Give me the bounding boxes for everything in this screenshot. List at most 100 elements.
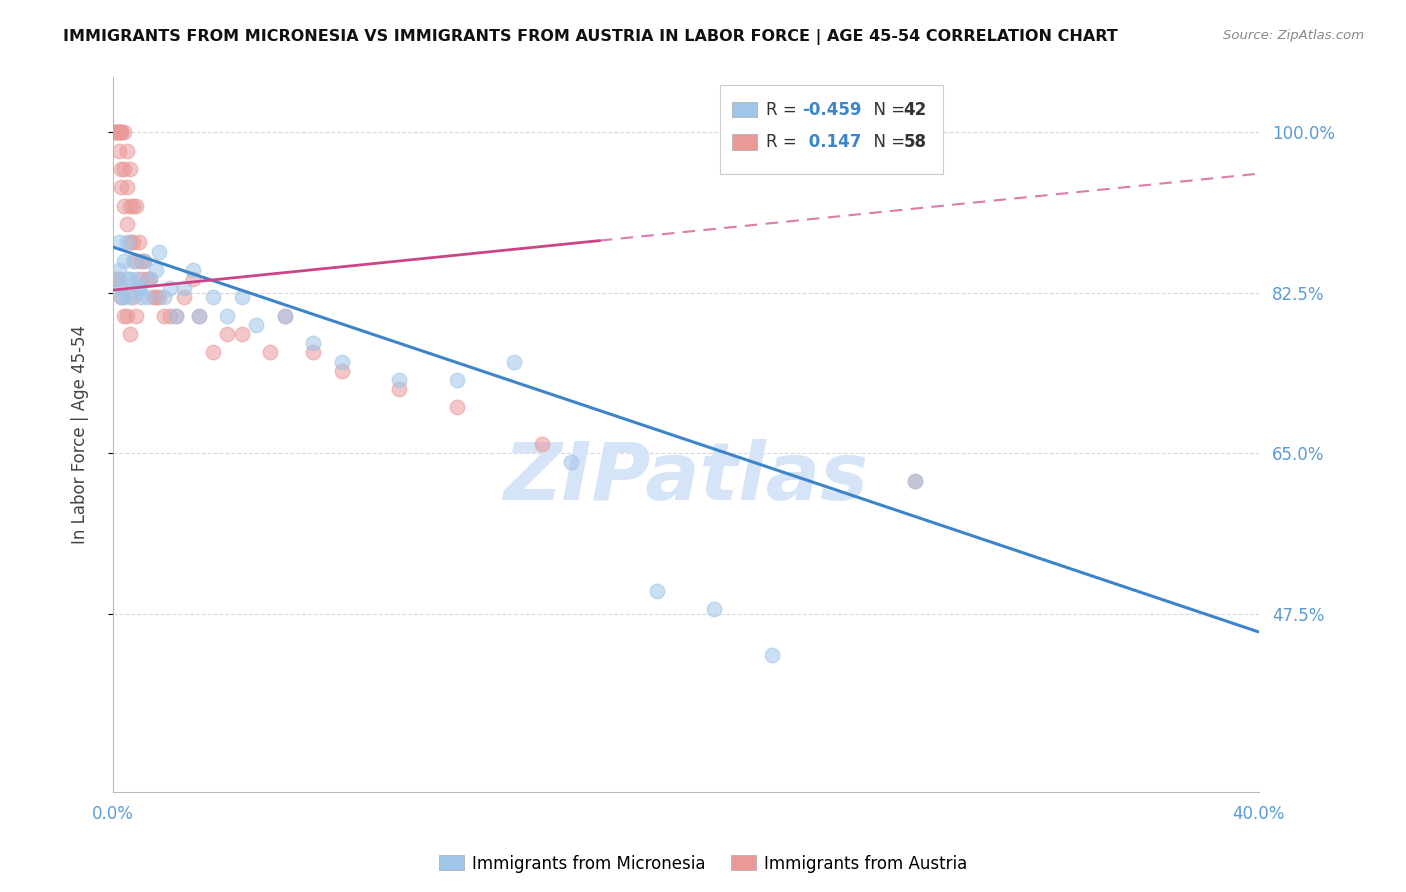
Point	[112, 199, 135, 213]
Point	[115, 144, 138, 158]
Point	[112, 125, 135, 139]
Text: R =: R =	[766, 101, 801, 119]
Point	[134, 253, 156, 268]
Point	[112, 162, 135, 177]
Point	[148, 290, 170, 304]
Point	[153, 309, 176, 323]
Point	[165, 309, 187, 323]
Point	[502, 354, 524, 368]
Point	[173, 281, 195, 295]
Point	[761, 648, 783, 662]
Point	[128, 281, 150, 295]
Point	[159, 309, 181, 323]
Point	[107, 235, 129, 250]
Point	[136, 272, 159, 286]
Point	[107, 144, 129, 158]
Point	[104, 272, 127, 286]
Point	[107, 263, 129, 277]
Point	[142, 290, 165, 304]
Point	[131, 272, 153, 286]
Point	[118, 272, 141, 286]
Point	[107, 125, 129, 139]
Point	[112, 253, 135, 268]
Point	[259, 345, 281, 359]
Point	[118, 162, 141, 177]
Point	[645, 583, 668, 598]
Point	[187, 309, 209, 323]
Point	[104, 125, 127, 139]
Point	[181, 272, 204, 286]
Point	[202, 290, 225, 304]
Point	[115, 217, 138, 231]
Point	[128, 235, 150, 250]
Text: N =: N =	[863, 133, 911, 151]
Point	[110, 125, 132, 139]
FancyBboxPatch shape	[731, 134, 756, 150]
Point	[136, 290, 159, 304]
Point	[115, 180, 138, 194]
Point	[115, 235, 138, 250]
Legend: Immigrants from Micronesia, Immigrants from Austria: Immigrants from Micronesia, Immigrants f…	[432, 848, 974, 880]
Point	[388, 373, 411, 387]
Point	[302, 345, 325, 359]
Point	[273, 309, 295, 323]
Point	[110, 290, 132, 304]
Point	[110, 125, 132, 139]
Point	[122, 290, 145, 304]
Point	[110, 281, 132, 295]
Point	[118, 290, 141, 304]
Point	[131, 290, 153, 304]
Text: ZIPatlas: ZIPatlas	[503, 439, 869, 516]
Point	[107, 272, 129, 286]
Text: -0.459: -0.459	[803, 101, 862, 119]
Point	[165, 309, 187, 323]
Y-axis label: In Labor Force | Age 45-54: In Labor Force | Age 45-54	[72, 326, 89, 544]
Point	[145, 263, 167, 277]
Point	[134, 253, 156, 268]
Point	[122, 199, 145, 213]
Point	[217, 326, 239, 341]
Text: R =: R =	[766, 133, 801, 151]
Point	[330, 354, 353, 368]
Point	[104, 125, 127, 139]
Point	[122, 253, 145, 268]
Point	[202, 345, 225, 359]
Point	[560, 455, 582, 469]
Point	[153, 290, 176, 304]
Point	[446, 401, 468, 415]
Point	[388, 382, 411, 396]
Point	[118, 235, 141, 250]
Point	[217, 309, 239, 323]
Point	[302, 336, 325, 351]
Point	[125, 309, 148, 323]
Point	[446, 373, 468, 387]
Point	[118, 326, 141, 341]
Point	[107, 125, 129, 139]
Text: 58: 58	[904, 133, 927, 151]
Point	[904, 474, 927, 488]
Point	[107, 125, 129, 139]
Point	[145, 290, 167, 304]
Point	[531, 437, 554, 451]
Point	[173, 290, 195, 304]
Point	[112, 290, 135, 304]
Point	[273, 309, 295, 323]
Point	[139, 272, 162, 286]
Point	[231, 326, 253, 341]
FancyBboxPatch shape	[731, 102, 756, 118]
Point	[110, 162, 132, 177]
Point	[187, 309, 209, 323]
Point	[112, 309, 135, 323]
FancyBboxPatch shape	[720, 85, 943, 174]
Point	[231, 290, 253, 304]
Point	[148, 244, 170, 259]
Text: IMMIGRANTS FROM MICRONESIA VS IMMIGRANTS FROM AUSTRIA IN LABOR FORCE | AGE 45-54: IMMIGRANTS FROM MICRONESIA VS IMMIGRANTS…	[63, 29, 1118, 45]
Point	[125, 199, 148, 213]
Point	[904, 474, 927, 488]
Point	[110, 290, 132, 304]
Point	[122, 235, 145, 250]
Text: N =: N =	[863, 101, 911, 119]
Point	[703, 602, 725, 616]
Point	[118, 199, 141, 213]
Point	[125, 253, 148, 268]
